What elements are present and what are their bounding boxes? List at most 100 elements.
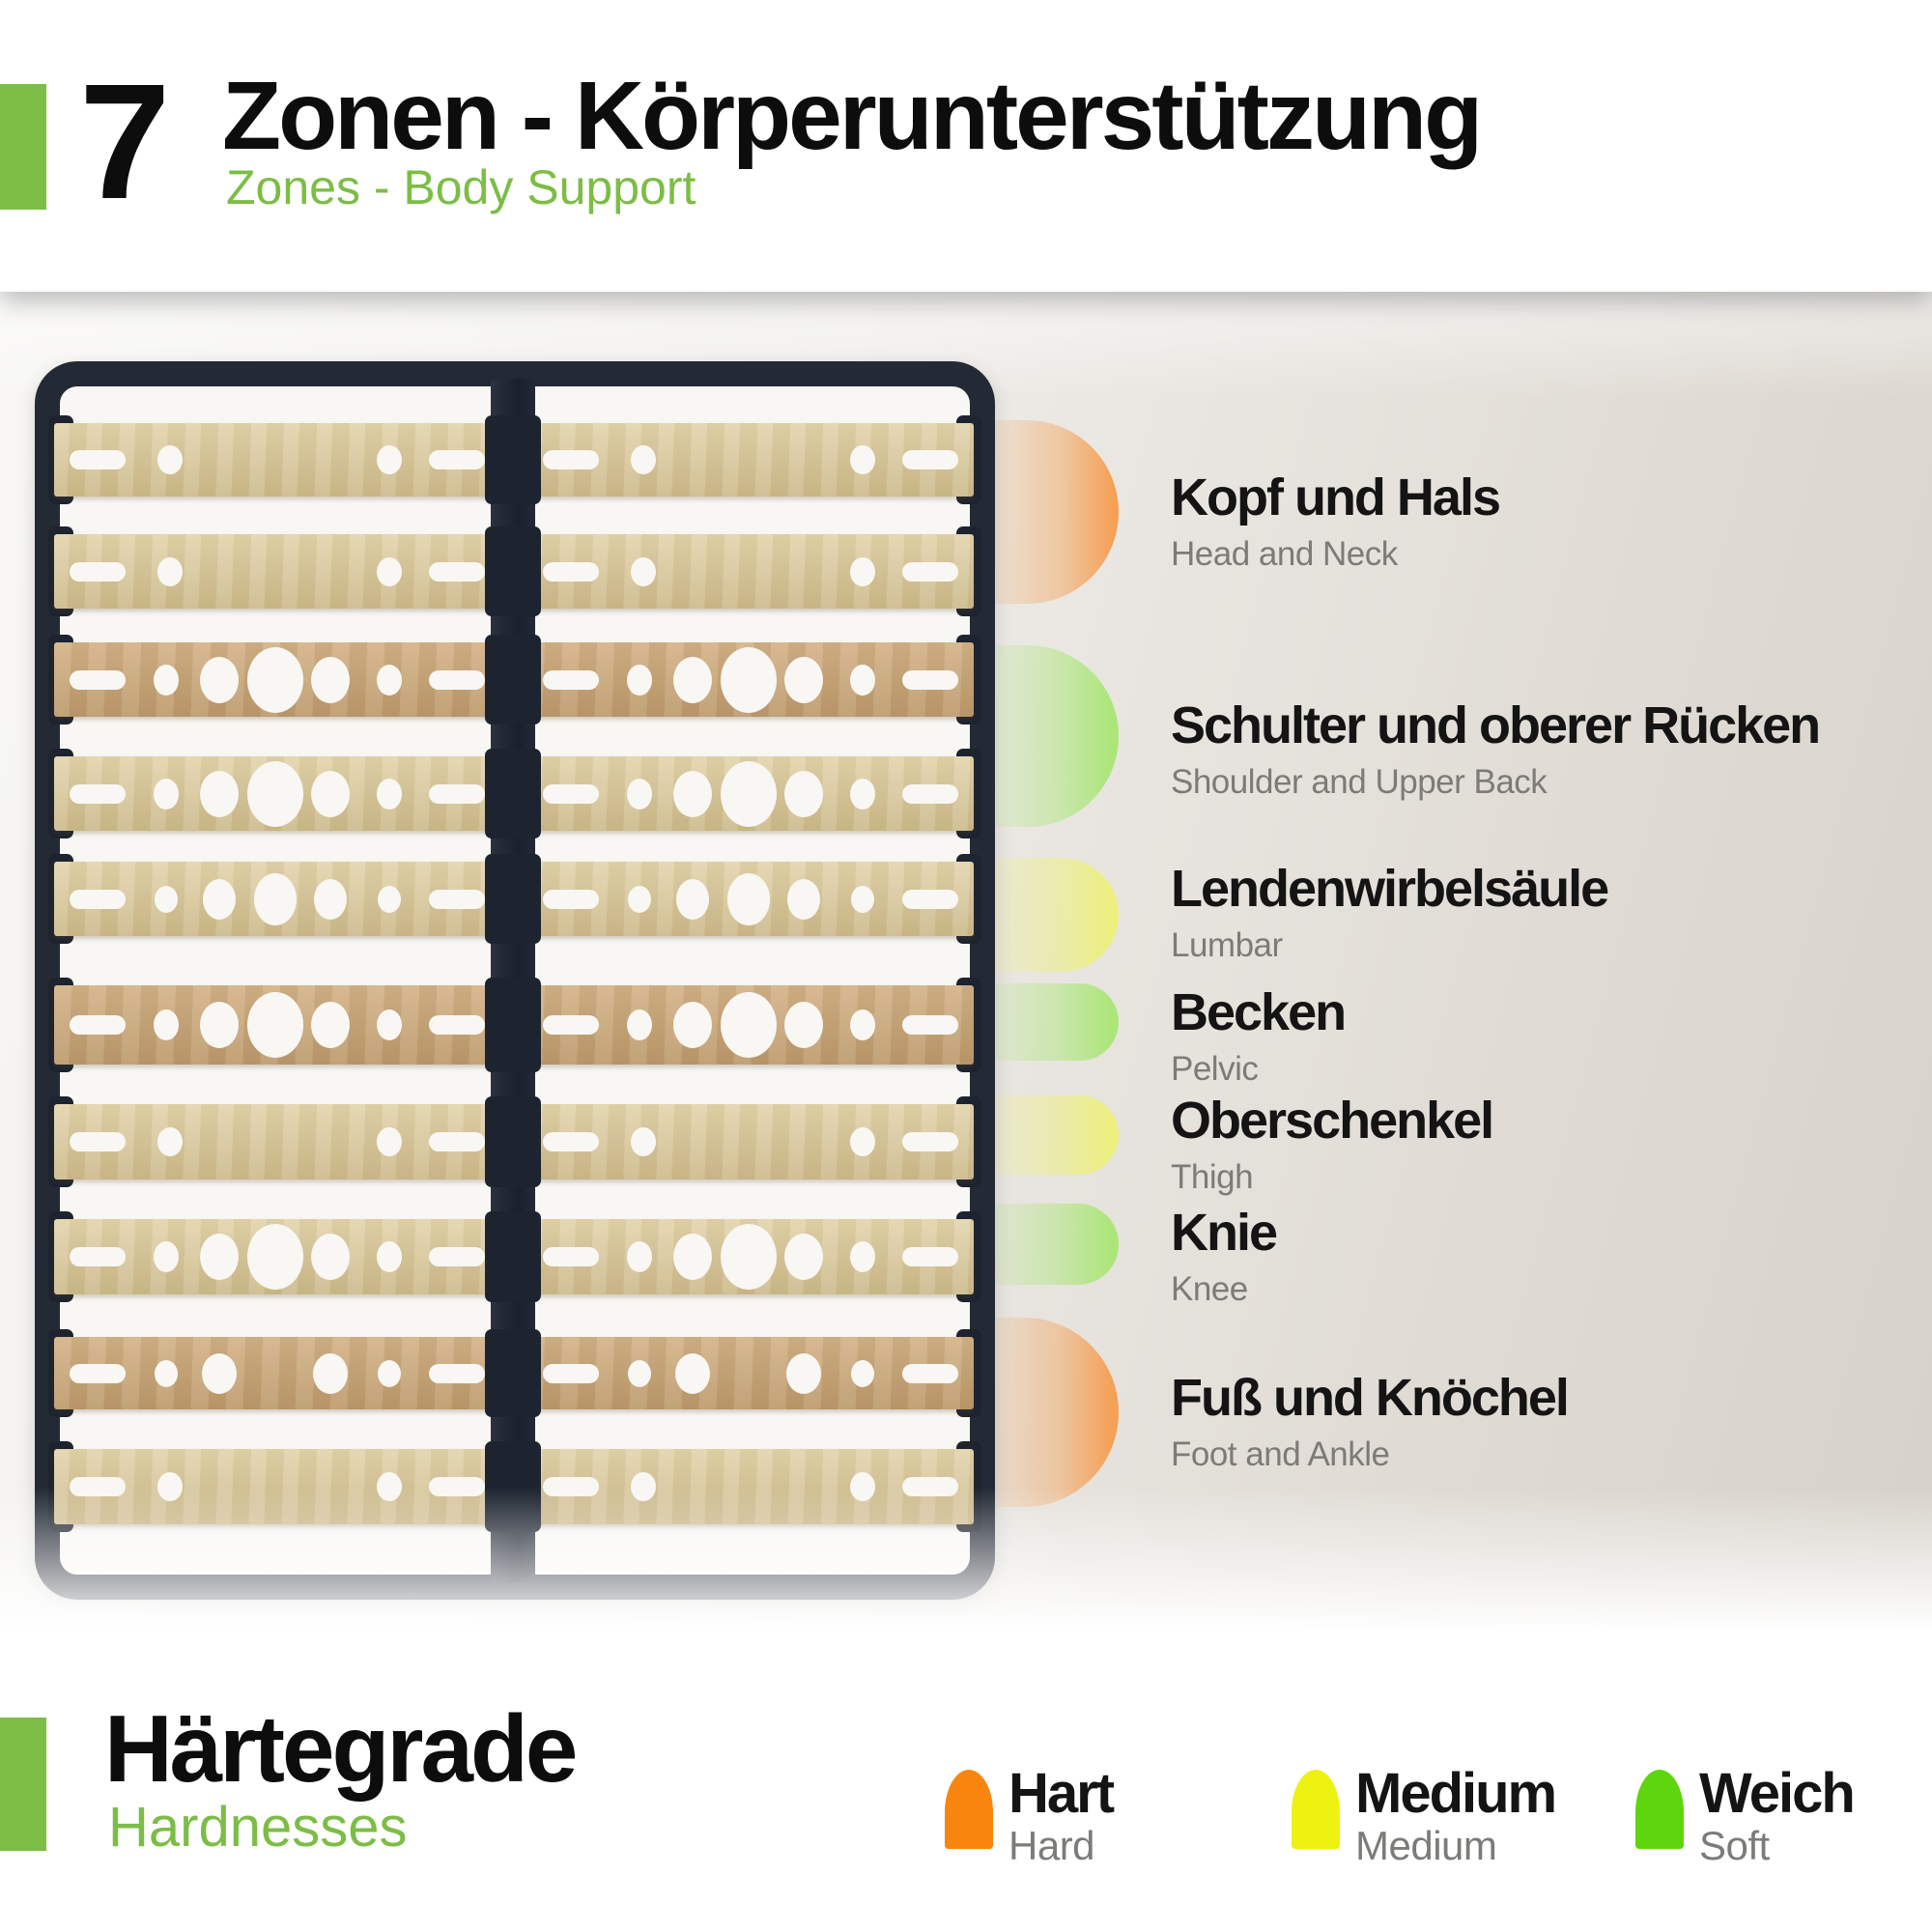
slat-hole xyxy=(199,1002,239,1048)
legend-label-en: Soft xyxy=(1699,1823,1770,1868)
slat-hole xyxy=(784,1234,824,1280)
slat-hole xyxy=(376,1009,402,1040)
slat-hole xyxy=(720,646,777,713)
slat-holder xyxy=(485,978,541,1072)
slat-hole xyxy=(153,1009,179,1040)
legend-label-de: Weich xyxy=(1699,1762,1856,1825)
slat-hole xyxy=(850,885,874,913)
zone-label: Oberschenkel Thigh xyxy=(1171,1092,1494,1196)
footer-subtitle: Hardnesses xyxy=(108,1796,408,1859)
slat-hole xyxy=(314,878,348,920)
slat-hole xyxy=(786,1352,822,1394)
bed-frame xyxy=(35,361,995,1600)
zone-title: Becken xyxy=(1171,983,1347,1041)
legend-item-weich: Weich Soft xyxy=(1635,1762,1856,1868)
zones-illustration: Kopf und Hals Head and Neck Schulter und o… xyxy=(0,292,1932,1633)
slat xyxy=(527,756,974,831)
slat xyxy=(54,756,500,831)
slat-hole xyxy=(626,1241,652,1272)
slat-holder xyxy=(485,1211,541,1302)
zone-blob-hart xyxy=(989,1318,1119,1507)
slat xyxy=(54,1219,500,1294)
slat-hole xyxy=(70,1015,126,1035)
zone-label: Fuß und Knöchel Foot and Ankle xyxy=(1171,1369,1570,1473)
slat xyxy=(527,1219,974,1294)
slat-hole xyxy=(70,561,126,582)
slat-hole xyxy=(626,664,652,696)
slat-holder xyxy=(485,415,541,504)
slat-hole xyxy=(543,561,599,582)
slat-holder xyxy=(485,749,541,838)
slat xyxy=(54,1104,500,1179)
slat xyxy=(54,1337,500,1409)
zone-title: Lendenwirbelsäule xyxy=(1171,860,1609,918)
slat xyxy=(527,423,974,497)
header-accent-bar xyxy=(0,84,46,210)
slat-hole xyxy=(631,556,657,586)
slat-hole xyxy=(902,561,958,582)
zone-label: Becken Pelvic xyxy=(1171,983,1347,1088)
slat-hole xyxy=(849,1472,875,1501)
legend-label-en: Medium xyxy=(1355,1823,1497,1868)
slat-hole xyxy=(720,760,777,827)
slat-hole xyxy=(201,1352,237,1394)
slat xyxy=(527,862,974,936)
legend-text: Medium Medium xyxy=(1355,1762,1557,1868)
legend-text: Weich Soft xyxy=(1699,1762,1856,1868)
slat-hole xyxy=(311,770,351,817)
slat xyxy=(54,862,500,936)
slat-hole xyxy=(675,878,709,920)
slat-hole xyxy=(429,450,485,469)
slat-hole xyxy=(376,778,402,810)
zone-subtitle: Head and Neck xyxy=(1171,535,1398,573)
zone-subtitle: Lumbar xyxy=(1171,926,1283,964)
slat-hole xyxy=(311,1234,351,1280)
slat-holder xyxy=(485,1329,541,1417)
slat-hole xyxy=(253,872,297,925)
zone-title: Fuß und Knöchel xyxy=(1171,1369,1570,1427)
slat xyxy=(54,534,500,609)
slat-holder xyxy=(485,526,541,616)
slat xyxy=(527,1104,974,1179)
zone-title: Oberschenkel xyxy=(1171,1092,1494,1150)
zone-blob-medium xyxy=(989,1095,1119,1175)
zone-label: Knie Knee xyxy=(1171,1204,1278,1308)
slat-hole xyxy=(902,1015,958,1035)
slat-hole xyxy=(429,1363,485,1383)
zone-subtitle: Foot and Ankle xyxy=(1171,1435,1390,1473)
zone-title: Knie xyxy=(1171,1204,1278,1262)
slat-hole xyxy=(429,889,485,909)
slat-hole xyxy=(154,885,178,913)
slat-hole xyxy=(674,1352,710,1394)
hardness-swatch-icon xyxy=(1292,1770,1340,1849)
legend-item-hart: Hart Hard xyxy=(945,1762,1115,1868)
slat-hole xyxy=(627,1359,651,1387)
slat-holder xyxy=(485,1441,541,1532)
slat-hole xyxy=(849,664,875,696)
zone-blob-hart xyxy=(989,420,1119,604)
slat-hole xyxy=(70,1477,126,1496)
legend-label-de: Medium xyxy=(1355,1762,1557,1825)
legend-label-de: Hart xyxy=(1009,1762,1115,1825)
slat-hole xyxy=(70,669,126,690)
slat-hole xyxy=(850,1359,874,1387)
slat-hole xyxy=(157,1472,184,1501)
slat-hole xyxy=(543,1477,599,1496)
page-subtitle: Zones - Body Support xyxy=(226,160,696,214)
slat-hole xyxy=(543,889,599,909)
slat-hole xyxy=(153,778,179,810)
slat-hole xyxy=(787,878,821,920)
slat-hole xyxy=(376,1127,402,1156)
slat-hole xyxy=(902,889,958,909)
slat-hole xyxy=(153,664,179,696)
slat-hole xyxy=(902,1477,958,1496)
slat-hole xyxy=(784,770,824,817)
slat-hole xyxy=(246,646,303,713)
slat-hole xyxy=(543,1132,599,1151)
header-band: 7 Zonen - Körperunterstützung Zones - Bo… xyxy=(0,0,1932,292)
slat-hole xyxy=(849,1241,875,1272)
slat-hole xyxy=(70,1247,126,1266)
slat-holder xyxy=(485,635,541,724)
slat-hole xyxy=(672,656,712,703)
